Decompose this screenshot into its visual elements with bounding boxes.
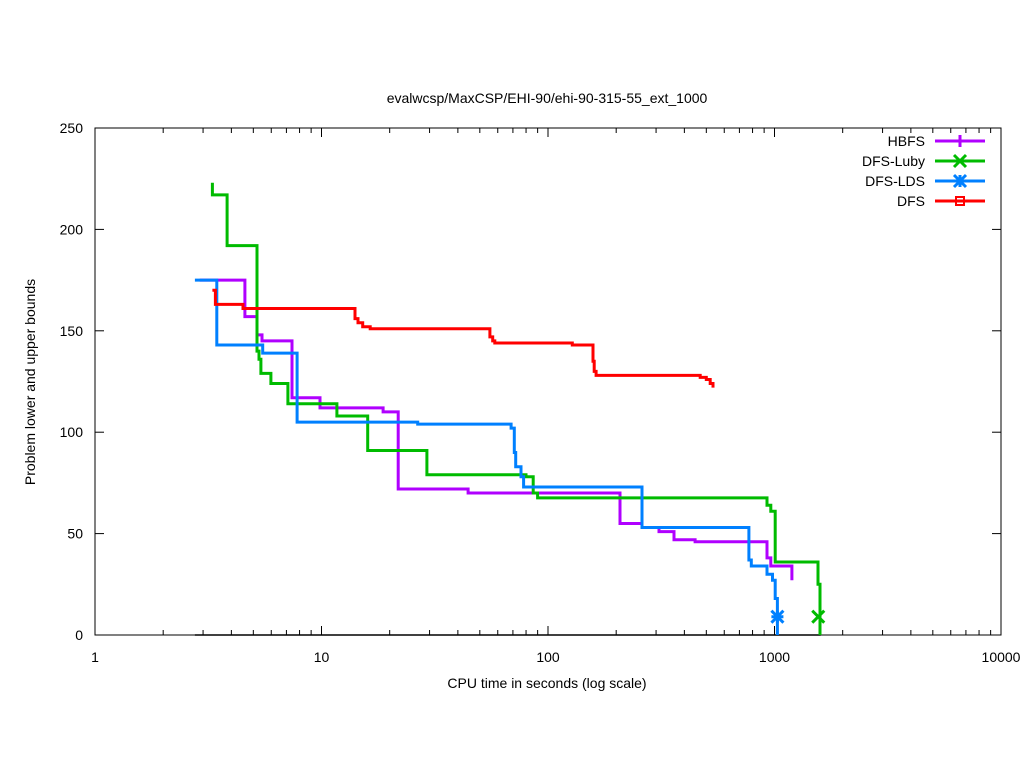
axis-ticks: 1 10 100 1000 10000 0 50 100 150 200 250: [60, 120, 1021, 665]
x-tick-label: 1000: [759, 649, 790, 665]
asterisk-marker-icon: [952, 173, 968, 189]
chart-title: evalwcsp/MaxCSP/EHI-90/ehi-90-315-55_ext…: [387, 90, 708, 106]
asterisk-stroke: [770, 609, 785, 624]
legend-label: DFS: [897, 193, 925, 209]
legend-label: DFS-Luby: [862, 153, 925, 169]
legend-label: DFS-LDS: [865, 173, 925, 189]
plus-marker-icon: [954, 135, 966, 147]
y-tick-label: 0: [75, 627, 83, 643]
x-stroke: [811, 609, 826, 624]
x-axis-label: CPU time in seconds (log scale): [447, 675, 646, 691]
y-tick-label: 50: [67, 526, 83, 542]
y-tick-label: 100: [60, 424, 84, 440]
series-lines: [194, 182, 826, 636]
legend-label: HBFS: [888, 133, 925, 149]
series-line-dfs-lds: [194, 278, 779, 635]
series-line-dfs: [212, 288, 715, 388]
y-axis-label: Problem lower and upper bounds: [22, 279, 38, 485]
asterisk-stroke: [952, 173, 968, 189]
asterisk-marker-icon: [770, 609, 785, 624]
x-tick-label: 1: [91, 649, 99, 665]
x-stroke: [952, 153, 968, 169]
y-tick-label: 250: [60, 120, 84, 136]
series-line-dfs-luby: [210, 182, 822, 635]
square-stroke: [955, 196, 965, 206]
series-line-hbfs: [199, 278, 794, 581]
y-tick-label: 200: [60, 221, 84, 237]
x-tick-label: 100: [536, 649, 560, 665]
x-marker-icon: [811, 609, 826, 624]
x-tick-label: 10000: [982, 649, 1021, 665]
x-tick-label: 10: [314, 649, 330, 665]
legend: HBFS DFS-Luby DFS-LDS DFS: [862, 133, 985, 209]
y-tick-label: 150: [60, 323, 84, 339]
x-marker-icon: [952, 153, 968, 169]
plot-border: [94, 127, 1002, 636]
square-marker-icon: [955, 196, 965, 206]
